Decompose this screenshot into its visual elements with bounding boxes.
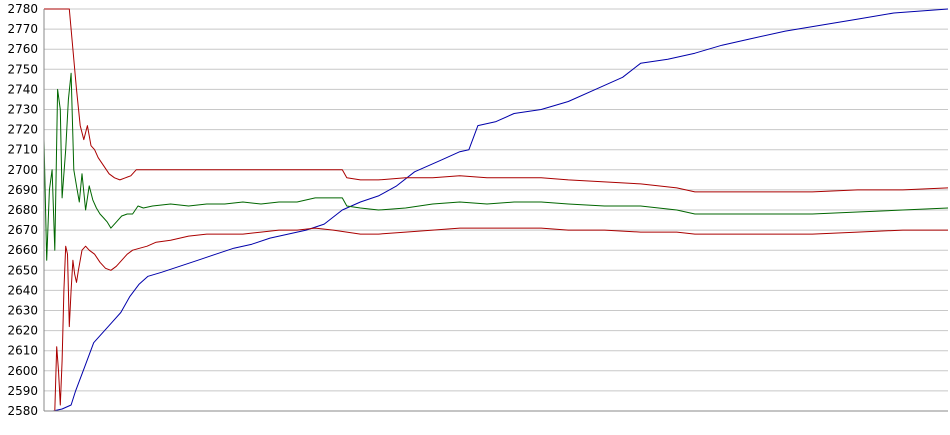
y-tick-label: 2660 bbox=[7, 243, 38, 257]
series-line-1 bbox=[44, 8, 949, 412]
y-tick-label: 2730 bbox=[7, 103, 38, 117]
y-tick-label: 2710 bbox=[7, 143, 38, 157]
gridlines bbox=[44, 8, 948, 412]
y-tick-label: 2580 bbox=[7, 404, 38, 418]
y-axis-tick-labels: 2580 2590 2600 2610 2620 2630 2640 2650 2660 2670… bbox=[7, 2, 38, 418]
series-line-4 bbox=[44, 227, 948, 412]
y-tick-label: 2740 bbox=[7, 82, 38, 96]
y-tick-label: 2690 bbox=[7, 183, 38, 197]
y-tick-label: 2640 bbox=[7, 283, 38, 297]
y-tick-label: 2620 bbox=[7, 324, 38, 338]
series-line-2 bbox=[43, 72, 949, 261]
y-tick-label: 2670 bbox=[7, 223, 38, 237]
y-tick-label: 2590 bbox=[7, 384, 38, 398]
y-tick-label: 2680 bbox=[7, 203, 38, 217]
y-tick-label: 2630 bbox=[7, 304, 38, 318]
y-tick-label: 2720 bbox=[7, 123, 38, 137]
y-tick-label: 2760 bbox=[7, 42, 38, 56]
y-tick-label: 2650 bbox=[7, 263, 38, 277]
y-tick-label: 2600 bbox=[7, 364, 38, 378]
y-tick-label: 2700 bbox=[7, 163, 38, 177]
series-line-3 bbox=[44, 8, 949, 193]
y-tick-label: 2610 bbox=[7, 344, 38, 358]
y-tick-label: 2770 bbox=[7, 22, 38, 36]
series-lines bbox=[43, 8, 949, 412]
y-tick-label: 2780 bbox=[7, 2, 38, 16]
y-tick-label: 2750 bbox=[7, 62, 38, 76]
